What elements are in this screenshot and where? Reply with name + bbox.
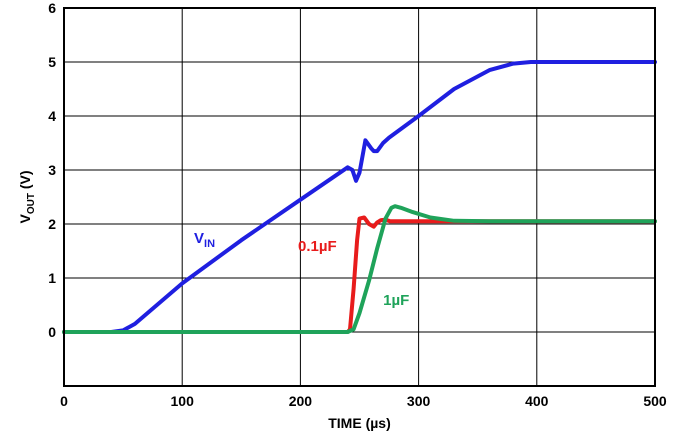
- x-tick-label: 100: [171, 393, 195, 409]
- x-tick-label: 300: [407, 393, 431, 409]
- y-tick-labels: 0 1 2 3 4 5 6: [48, 0, 56, 340]
- y-tick-label: 5: [48, 54, 56, 70]
- x-tick-label: 0: [60, 393, 68, 409]
- y-axis-title-main: V: [17, 214, 33, 224]
- series-lines: [62, 60, 657, 334]
- y-tick-label: 1: [48, 270, 56, 286]
- series-line-0: [62, 60, 657, 334]
- y-axis-title-sub: OUT: [26, 193, 37, 214]
- y-tick-label: 3: [48, 162, 56, 178]
- series-label-1: 0.1µF: [298, 238, 337, 255]
- plot-frame: [63, 7, 656, 387]
- x-tick-label: 500: [643, 393, 667, 409]
- x-tick-label: 400: [525, 393, 549, 409]
- x-tick-label: 200: [289, 393, 313, 409]
- x-axis-title: TIME (µs): [328, 415, 391, 431]
- y-tick-label: 4: [48, 108, 56, 124]
- y-axis-title-unit: (V): [17, 170, 33, 193]
- x-tick-labels: 0 100 200 300 400 500: [60, 393, 667, 409]
- series-label-2: 1µF: [383, 292, 409, 309]
- series-line-2: [62, 204, 657, 334]
- series-annotations: VIN 0.1µF 1µF: [194, 230, 409, 309]
- y-axis-title: VOUT (V): [17, 170, 37, 223]
- y-tick-label: 2: [48, 216, 56, 232]
- y-tick-label: 0: [48, 324, 56, 340]
- series-label-0: VIN: [194, 230, 215, 250]
- grid-lines: [63, 7, 656, 387]
- y-tick-label: 6: [48, 0, 56, 16]
